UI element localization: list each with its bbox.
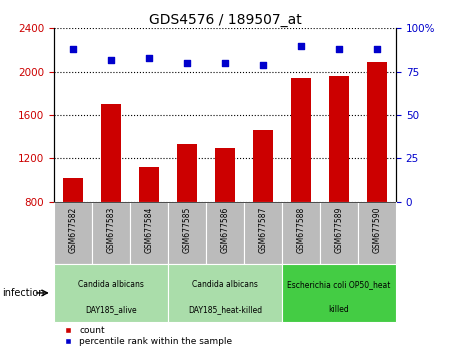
Bar [168, 202, 206, 264]
Legend: count, percentile rank within the sample: count, percentile rank within the sample [58, 326, 232, 346]
Point [69, 46, 76, 52]
Text: killed: killed [328, 305, 349, 314]
Bar [320, 202, 358, 264]
Point [335, 46, 342, 52]
Text: DAY185_alive: DAY185_alive [85, 305, 137, 314]
Bar [367, 62, 387, 289]
Bar [244, 202, 282, 264]
Text: GSM677590: GSM677590 [373, 207, 382, 253]
Text: Escherichia coli OP50_heat: Escherichia coli OP50_heat [287, 280, 391, 289]
Bar [54, 202, 92, 264]
Bar [291, 78, 311, 289]
Text: GSM677584: GSM677584 [144, 207, 153, 253]
Bar [358, 202, 396, 264]
Text: GSM677582: GSM677582 [68, 207, 77, 253]
Bar [206, 202, 244, 264]
Point [259, 62, 266, 68]
Bar [139, 167, 159, 289]
Text: GSM677587: GSM677587 [258, 207, 267, 253]
Text: GSM677585: GSM677585 [183, 207, 192, 253]
Text: Candida albicans: Candida albicans [78, 280, 144, 289]
Point [374, 46, 381, 52]
Text: Candida albicans: Candida albicans [192, 280, 258, 289]
Text: GSM677588: GSM677588 [297, 207, 306, 253]
Title: GDS4576 / 189507_at: GDS4576 / 189507_at [148, 13, 302, 27]
Text: GSM677586: GSM677586 [220, 207, 230, 253]
Point [108, 57, 115, 62]
Point [145, 55, 153, 61]
Bar [328, 76, 350, 289]
Bar [130, 202, 168, 264]
Point [297, 43, 305, 48]
Bar [282, 202, 320, 264]
Text: GSM677589: GSM677589 [334, 207, 343, 253]
Text: GSM677583: GSM677583 [107, 207, 116, 253]
Text: infection: infection [2, 288, 45, 298]
Point [221, 60, 229, 66]
Bar [282, 264, 396, 322]
Bar [63, 178, 83, 289]
Bar [215, 148, 235, 289]
Bar [92, 202, 130, 264]
Bar [168, 264, 282, 322]
Text: DAY185_heat-killed: DAY185_heat-killed [188, 305, 262, 314]
Bar [176, 144, 198, 289]
Point [184, 60, 191, 66]
Bar [54, 264, 168, 322]
Bar [252, 130, 274, 289]
Bar [100, 104, 122, 289]
